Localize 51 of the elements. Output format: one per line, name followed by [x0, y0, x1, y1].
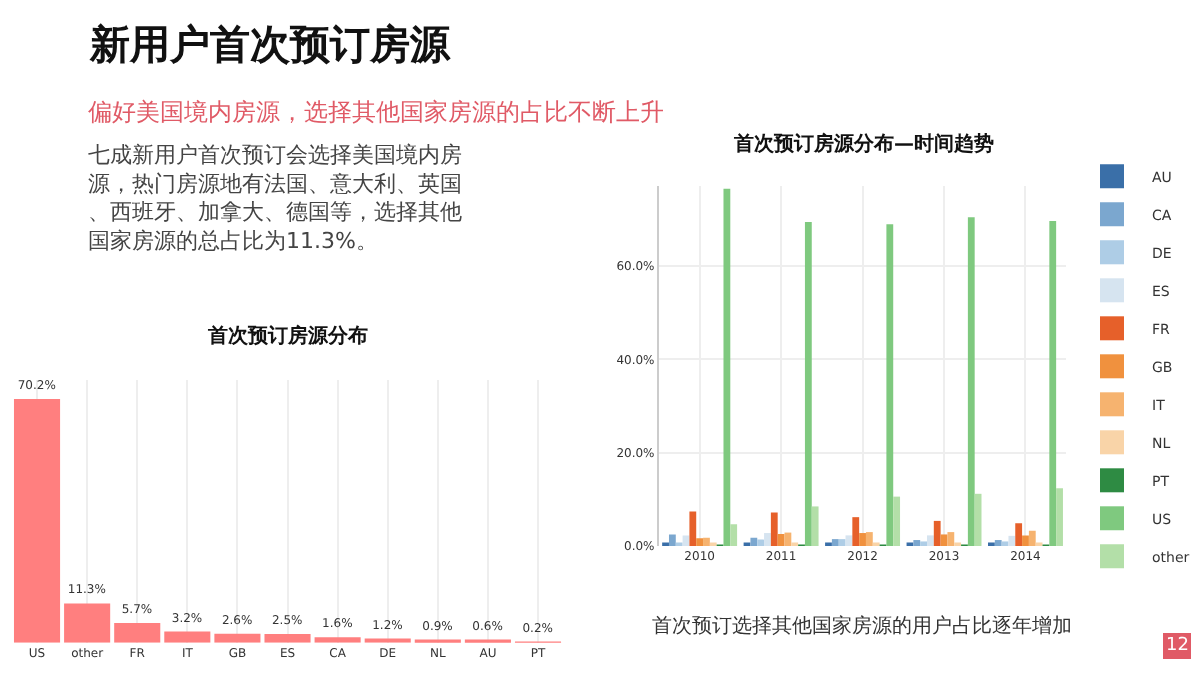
bar: [1056, 488, 1063, 547]
chart-title: 首次预订房源分布—时间趋势: [732, 132, 994, 156]
bar: [1049, 221, 1057, 547]
bar: [967, 217, 975, 547]
bar: [764, 533, 771, 547]
bar: [164, 631, 211, 643]
bar: [114, 622, 161, 643]
bar: [696, 538, 704, 547]
bar: [804, 221, 812, 547]
bar: [947, 532, 955, 547]
bar: [64, 603, 111, 643]
bar: [994, 540, 1002, 547]
bar: [838, 539, 846, 547]
bar: [1008, 535, 1016, 547]
bar: [1022, 535, 1029, 547]
bar: [920, 541, 927, 547]
bar: [730, 524, 738, 547]
bar: [913, 540, 921, 547]
bar: [940, 534, 948, 547]
bar: [974, 493, 982, 547]
bar: [1028, 530, 1036, 547]
bar: [852, 517, 860, 547]
text: 12: [1166, 636, 1189, 656]
chart-title: 首次预订房源分布: [206, 324, 368, 348]
bar: [689, 511, 697, 547]
bar: [314, 637, 361, 643]
bar: [750, 537, 758, 547]
bar: [886, 224, 894, 547]
bar: [933, 520, 941, 547]
bar: [831, 539, 839, 547]
bar: [845, 535, 853, 547]
bar: [770, 512, 778, 547]
bar: [723, 188, 731, 547]
bar: [703, 537, 710, 547]
bar: [777, 533, 785, 547]
text: 偏好美国境内房源，选择其他国家房源的占比不断上升: [88, 98, 664, 126]
bar: [668, 534, 676, 547]
bar: [859, 533, 866, 547]
bar: [13, 399, 61, 643]
bar: [757, 539, 765, 547]
bar: [682, 535, 690, 547]
text: 新用户首次预订房源: [88, 20, 452, 68]
bar: [811, 506, 819, 547]
text: 首次预订选择其他国家房源的用户占比逐年增加: [652, 614, 1072, 638]
bar: [865, 532, 873, 547]
bar: [1015, 523, 1023, 547]
bar: [927, 535, 934, 547]
text: 七成新用户首次预订会选择美国境内房源，热门房源地有法国、意大利、英国、西班牙、加拿大、德国等，选择其他国家房源的总占比为11.3%。: [88, 142, 462, 254]
bar: [1001, 541, 1009, 547]
bar: [264, 634, 311, 643]
bar: [893, 496, 901, 547]
